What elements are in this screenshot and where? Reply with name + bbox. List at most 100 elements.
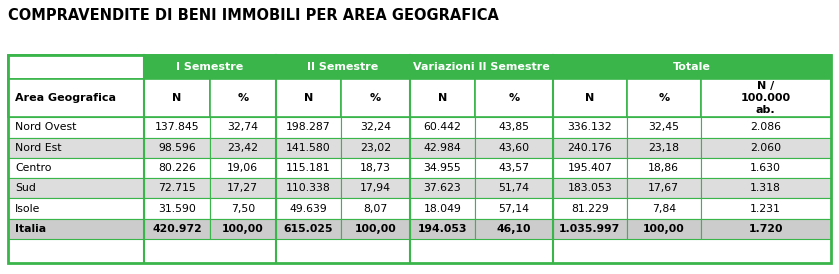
Text: 115.181: 115.181 (286, 163, 331, 173)
Bar (627, 198, 701, 219)
Text: 34.955: 34.955 (424, 163, 461, 173)
Bar (341, 178, 409, 198)
Text: 183.053: 183.053 (567, 183, 612, 193)
Bar (144, 158, 210, 178)
Bar (341, 138, 409, 158)
Bar (8, 219, 144, 239)
Bar (476, 178, 553, 198)
Bar (627, 138, 701, 158)
Text: 110.338: 110.338 (286, 183, 331, 193)
Text: 1.231: 1.231 (750, 204, 781, 214)
Bar (409, 198, 476, 219)
Text: 37.623: 37.623 (424, 183, 461, 193)
Bar (701, 178, 831, 198)
Text: 420.972: 420.972 (152, 224, 202, 234)
Bar (144, 219, 210, 239)
Text: %: % (658, 93, 670, 103)
Text: 23,18: 23,18 (649, 143, 680, 153)
Text: N: N (304, 93, 313, 103)
Bar (701, 138, 831, 158)
Text: Centro: Centro (15, 163, 52, 173)
Bar (210, 219, 275, 239)
Bar (627, 158, 701, 178)
Bar (275, 198, 341, 219)
Bar (341, 219, 409, 239)
Bar (144, 55, 275, 79)
Text: Nord Ovest: Nord Ovest (15, 122, 76, 132)
Bar (275, 219, 341, 239)
Text: 336.132: 336.132 (567, 122, 612, 132)
Text: 17,94: 17,94 (360, 183, 391, 193)
Text: 23,02: 23,02 (360, 143, 391, 153)
Text: 2.060: 2.060 (750, 143, 781, 153)
Text: Sud: Sud (15, 183, 36, 193)
Bar (553, 198, 627, 219)
Bar (144, 79, 210, 117)
Bar (8, 158, 144, 178)
Bar (210, 117, 275, 138)
Text: 17,67: 17,67 (649, 183, 680, 193)
Text: 1.318: 1.318 (750, 183, 781, 193)
Bar (275, 117, 341, 138)
Bar (701, 198, 831, 219)
Text: II Semestre: II Semestre (307, 62, 378, 72)
Text: Isole: Isole (15, 204, 40, 214)
Text: 60.442: 60.442 (424, 122, 461, 132)
Bar (8, 79, 144, 117)
Bar (210, 178, 275, 198)
Text: 31.590: 31.590 (158, 204, 195, 214)
Text: 100,00: 100,00 (221, 224, 263, 234)
Text: 18.049: 18.049 (424, 204, 461, 214)
Bar (8, 55, 144, 79)
Bar (8, 198, 144, 219)
Text: 51,74: 51,74 (498, 183, 529, 193)
Text: 42.984: 42.984 (424, 143, 461, 153)
Text: 17,27: 17,27 (227, 183, 258, 193)
Text: 100,00: 100,00 (643, 224, 685, 234)
Bar (627, 178, 701, 198)
Bar (553, 158, 627, 178)
Text: COMPRAVENDITE DI BENI IMMOBILI PER AREA GEOGRAFICA: COMPRAVENDITE DI BENI IMMOBILI PER AREA … (8, 8, 499, 23)
Text: %: % (508, 93, 519, 103)
Text: Nord Est: Nord Est (15, 143, 61, 153)
Text: Area Geografica: Area Geografica (15, 93, 116, 103)
Bar (701, 79, 831, 117)
Bar (409, 219, 476, 239)
Text: %: % (370, 93, 381, 103)
Text: 1.630: 1.630 (750, 163, 781, 173)
Text: N /
100.000
ab.: N / 100.000 ab. (741, 81, 790, 115)
Text: Totale: Totale (673, 62, 711, 72)
Bar (553, 55, 831, 79)
Bar (341, 198, 409, 219)
Text: 43,85: 43,85 (498, 122, 529, 132)
Bar (409, 79, 476, 117)
Bar (210, 158, 275, 178)
Text: 137.845: 137.845 (154, 122, 199, 132)
Bar (275, 178, 341, 198)
Text: 240.176: 240.176 (567, 143, 612, 153)
Bar (210, 198, 275, 219)
Bar (144, 138, 210, 158)
Bar (627, 117, 701, 138)
Bar (476, 138, 553, 158)
Bar (553, 138, 627, 158)
Text: 1.035.997: 1.035.997 (559, 224, 620, 234)
Bar (210, 79, 275, 117)
Text: 1.720: 1.720 (748, 224, 783, 234)
Text: 18,73: 18,73 (360, 163, 391, 173)
Bar (627, 219, 701, 239)
Text: 194.053: 194.053 (418, 224, 467, 234)
Bar (8, 55, 831, 263)
Bar (476, 79, 553, 117)
Bar (144, 178, 210, 198)
Text: 100,00: 100,00 (355, 224, 396, 234)
Text: 18,86: 18,86 (649, 163, 680, 173)
Bar (627, 79, 701, 117)
Text: Italia: Italia (15, 224, 46, 234)
Text: 32,24: 32,24 (360, 122, 391, 132)
Text: 46,10: 46,10 (497, 224, 531, 234)
Bar (275, 138, 341, 158)
Bar (8, 178, 144, 198)
Bar (701, 158, 831, 178)
Text: 2.086: 2.086 (750, 122, 781, 132)
